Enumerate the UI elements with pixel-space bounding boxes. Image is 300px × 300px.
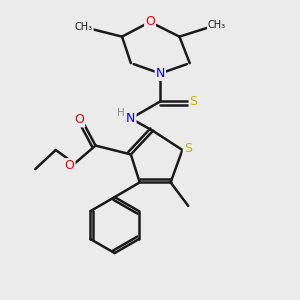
Text: O: O [65,159,75,172]
Text: O: O [145,15,155,28]
Text: O: O [74,113,84,127]
Text: N: N [126,112,136,125]
Text: S: S [190,95,198,108]
Text: CH₃: CH₃ [75,22,93,32]
Text: H: H [117,108,125,118]
Text: N: N [156,67,165,80]
Text: CH₃: CH₃ [208,20,226,30]
Text: S: S [184,142,192,155]
